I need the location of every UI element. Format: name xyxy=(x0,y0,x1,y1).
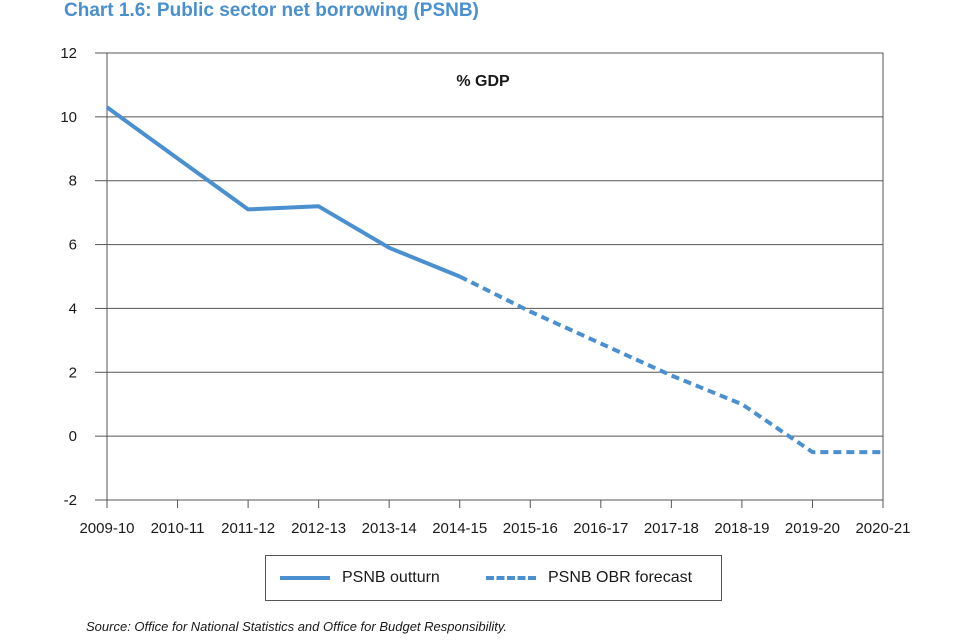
source-note: Source: Office for National Statistics a… xyxy=(86,619,508,634)
unit-label: % GDP xyxy=(456,73,510,90)
y-tick-label: -2 xyxy=(64,492,77,509)
x-tick-label: 2015-16 xyxy=(503,520,558,537)
x-tick-label: 2016-17 xyxy=(573,520,628,537)
x-tick-label: 2009-10 xyxy=(79,520,134,537)
y-tick-label: 2 xyxy=(69,364,77,381)
legend-item-forecast: PSNB OBR forecast xyxy=(486,556,692,600)
legend-label-forecast: PSNB OBR forecast xyxy=(548,569,693,586)
legend-label-outturn: PSNB outturn xyxy=(342,569,440,586)
x-tick-label: 2011-12 xyxy=(221,520,275,537)
legend-dashed-line-swatch xyxy=(486,576,536,580)
x-tick-label: 2018-19 xyxy=(714,520,769,537)
legend-item-outturn: PSNB outturn xyxy=(280,556,440,600)
x-tick-label: 2010-11 xyxy=(151,520,205,537)
x-tick-label: 2019-20 xyxy=(785,520,840,537)
y-tick-label: 8 xyxy=(69,173,77,190)
x-tick-label: 2017-18 xyxy=(644,520,699,537)
x-tick-label: 2020-21 xyxy=(855,520,910,537)
plot-area-border xyxy=(106,52,884,501)
y-tick-label: 12 xyxy=(60,45,77,62)
chart-title: Chart 1.6: Public sector net borrowing (… xyxy=(64,0,479,21)
legend: PSNB outturn PSNB OBR forecast xyxy=(265,555,722,601)
y-tick-label: 4 xyxy=(69,300,77,317)
y-tick-label: 6 xyxy=(69,237,77,254)
x-tick-label: 2013-14 xyxy=(362,520,417,537)
y-tick-label: 10 xyxy=(60,109,77,126)
y-tick-label: 0 xyxy=(69,428,77,445)
series-line-outturn xyxy=(105,105,461,279)
series-line-forecast xyxy=(458,274,883,455)
x-tick-label: 2014-15 xyxy=(432,520,487,537)
x-tick-label: 2012-13 xyxy=(291,520,346,537)
legend-solid-line-swatch xyxy=(280,576,330,580)
